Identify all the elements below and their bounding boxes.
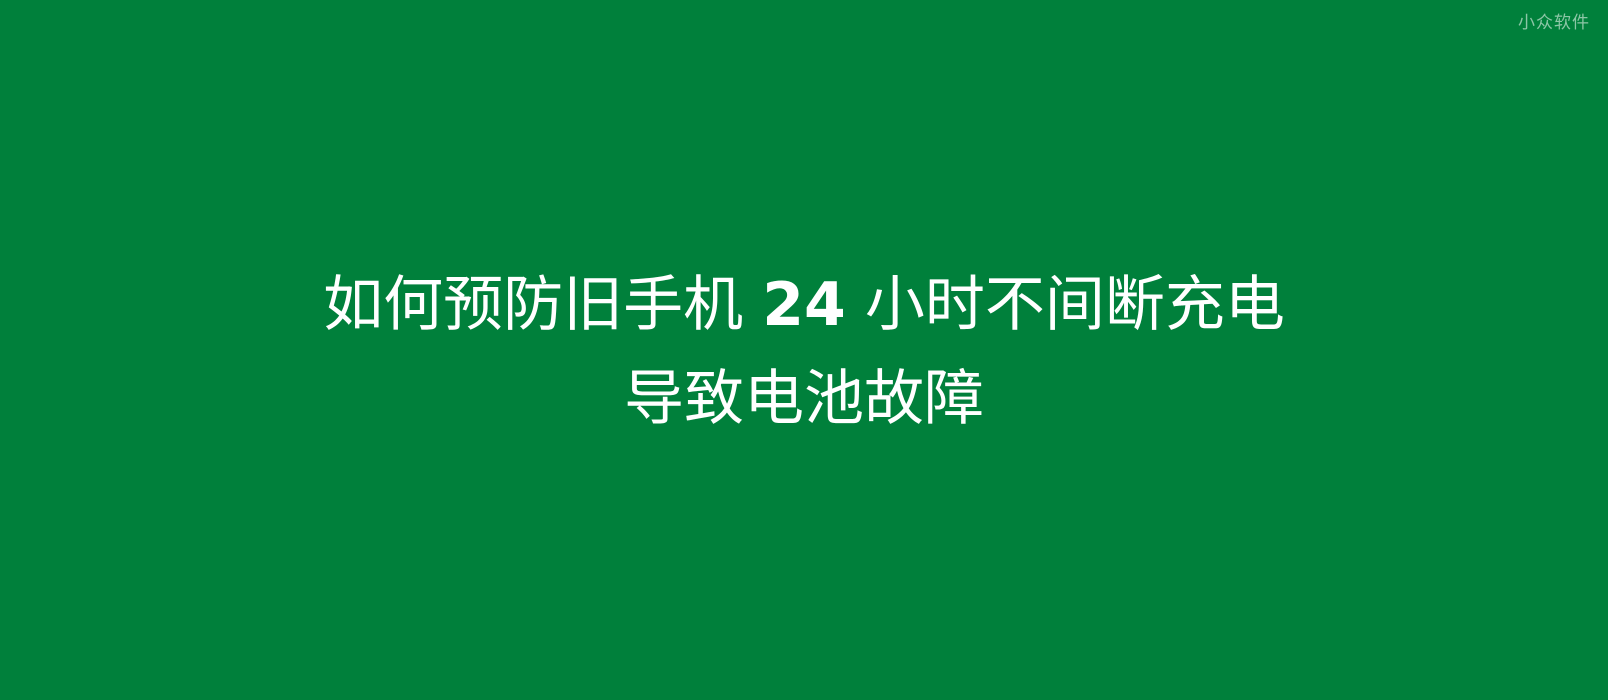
headline-line-2: 导致电池故障 [624,364,984,434]
headline-line-1-before: 如何预防旧手机 [323,270,763,340]
site-watermark: 小众软件 [1518,13,1590,33]
article-headline: 如何预防旧手机 24 小时不间断充电 导致电池故障 [0,258,1608,446]
headline-line-1-after: 小时不间断充电 [845,270,1285,340]
headline-line-1: 如何预防旧手机 24 小时不间断充电 [0,258,1608,352]
headline-hours-number: 24 [762,270,846,340]
